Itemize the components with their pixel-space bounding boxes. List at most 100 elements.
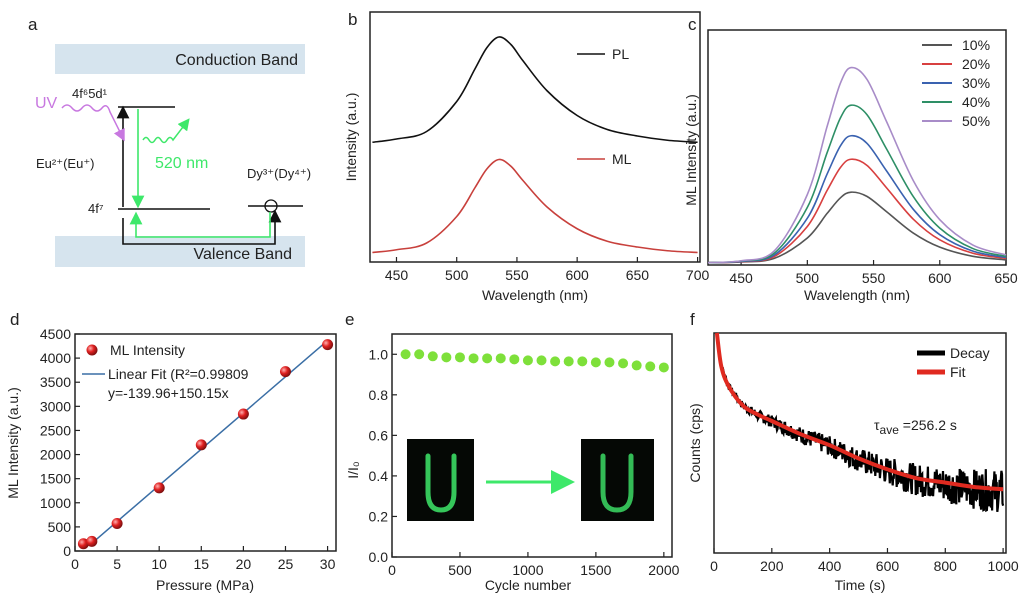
u-glyph-icon [425,453,457,513]
c-legend-label: 30% [962,75,990,91]
e-data-point [427,351,438,362]
panel-label-a: a [28,15,38,34]
d-xtick-label: 0 [71,556,79,572]
u-glyph-icon [600,453,634,513]
e-data-point [454,352,465,363]
d-legend-points: ML Intensity [110,342,185,358]
c-legend-label: 50% [962,113,990,129]
f-tau-annotation: τave =256.2 s [874,417,957,437]
c-legend-label: 20% [962,56,990,72]
d-plot-frame [74,333,337,552]
d-ytick-label: 2000 [40,447,71,463]
e-data-point [577,356,588,367]
d-data-point [322,339,334,351]
conduction-band-label: Conduction Band [175,52,298,69]
ground-level-label: 4f⁷ [88,201,104,216]
d-ytick-label: 4500 [40,326,71,342]
c-xtick-label: 600 [928,270,952,286]
e-data-point [645,361,656,372]
b-xtick-label: 700 [686,267,710,283]
f-xtick-label: 0 [710,558,718,574]
e-data-point [495,353,506,364]
valence-band [55,236,305,267]
dy-ion-label: Dy³⁺(Dy⁴⁺) [247,166,311,181]
e-data-point [522,355,533,366]
d-ytick-label: 1000 [40,495,71,511]
e-data-point [482,353,493,364]
e-ytick-label: 0.4 [369,468,389,484]
c-ylabel: ML Intensity (a.u.) [683,94,699,206]
d-xtick-label: 30 [320,556,336,572]
c-xtick-label: 500 [796,270,820,286]
c-xtick-label: 650 [994,270,1018,286]
valence-band-label: Valence Band [194,246,292,263]
conduction-band [55,44,305,74]
f-legend-fit: Fit [950,364,966,380]
f-xtick-label: 600 [876,558,900,574]
e-ytick-label: 0.6 [369,427,389,443]
d-xtick-label: 15 [194,556,210,572]
f-legend-decay: Decay [950,345,990,361]
b-legend-pl: PL [612,46,629,62]
hole-transfer-arrow-icon [122,209,282,245]
f-ylabel: Counts (cps) [687,403,703,482]
hole-return-arrow-icon [129,211,271,238]
e-xtick-label: 2000 [648,562,679,578]
e-data-point [590,357,601,368]
e-data-point [536,355,547,366]
c-series-40pct [707,104,1007,264]
uv-wave-icon [61,104,125,142]
d-ytick-label: 2500 [40,422,71,438]
e-inset-before [407,439,474,521]
d-legend-marker [86,344,98,356]
e-data-point [509,354,520,365]
d-ytick-label: 4000 [40,350,71,366]
d-data-point [86,535,98,547]
b-plot-frame [369,11,701,263]
e-inset-after [581,439,654,521]
d-data-point [279,366,291,378]
c-series-50pct [707,66,1007,264]
e-data-point [658,362,669,373]
f-plot-frame [713,332,1007,554]
b-xtick-label: 500 [445,267,469,283]
f-xtick-label: 800 [934,558,958,574]
e-ytick-label: 0.2 [369,508,389,524]
d-ytick-label: 500 [48,519,72,535]
tau-symbol: τ [874,417,880,433]
d-data-point [195,439,207,451]
c-xlabel: Wavelength (nm) [804,287,910,303]
b-xtick-label: 550 [505,267,529,283]
e-xtick-label: 500 [448,562,472,578]
e-xtick-label: 0 [388,562,396,578]
e-ytick-label: 0.8 [369,387,389,403]
d-xtick-label: 20 [236,556,252,572]
f-xlabel: Time (s) [835,577,886,593]
d-data-point [111,518,123,530]
d-ytick-label: 1500 [40,471,71,487]
emission-wave-icon [142,118,190,144]
e-data-point [550,356,561,367]
d-ytick-label: 3500 [40,374,71,390]
f-xtick-label: 400 [818,558,842,574]
e-ylabel: I/I₀ [345,461,361,479]
b-xtick-label: 450 [385,267,409,283]
b-xtick-label: 600 [565,267,589,283]
e-plot-frame [391,333,673,558]
d-data-point [237,408,249,420]
b-legend-ml: ML [612,151,632,167]
excited-level-label: 4f⁶5d¹ [72,86,108,101]
f-xtick-label: 1000 [988,558,1019,574]
energy-diagram: Conduction Band Valence Band 4f⁶5d¹ 4f⁷ … [35,44,311,267]
e-data-point [400,349,411,360]
d-legend-fit: Linear Fit (R²=0.99809 [108,366,249,382]
c-plot-frame [707,29,1007,266]
tau-value: =256.2 s [899,417,957,433]
d-ytick-label: 3000 [40,398,71,414]
d-xlabel: Pressure (MPa) [156,577,254,593]
f-xtick-label: 200 [760,558,784,574]
c-xtick-label: 450 [729,270,753,286]
b-series-ml [372,158,698,254]
e-data-point [618,358,629,369]
